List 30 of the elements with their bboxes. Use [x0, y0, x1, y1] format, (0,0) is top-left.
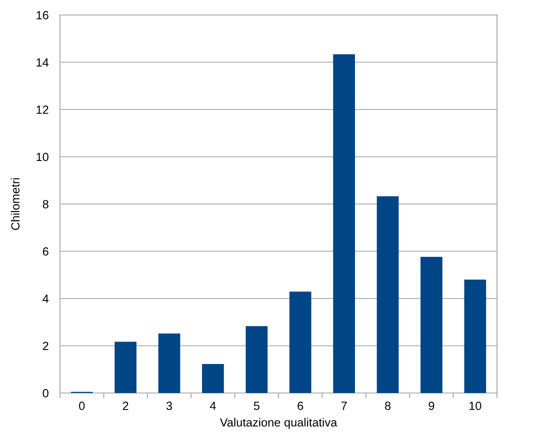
y-tick-label: 2	[42, 342, 48, 350]
bar	[289, 292, 312, 393]
x-tick-label: 6	[298, 402, 304, 410]
bar	[158, 333, 180, 393]
bar	[420, 256, 442, 393]
bar	[246, 326, 268, 393]
y-tick-label: 0	[42, 389, 48, 398]
x-tick-label: 4	[210, 402, 216, 410]
y-tick-label: 10	[36, 152, 48, 162]
bar	[202, 364, 224, 393]
x-tick-label: 7	[341, 402, 347, 410]
y-axis-title: Chilometri	[10, 178, 20, 230]
bar	[376, 196, 399, 393]
x-tick-label: 10	[469, 402, 482, 410]
y-tick-label: 16	[36, 11, 48, 20]
x-tick-label: 8	[384, 402, 391, 410]
x-tick-label: 3	[166, 402, 172, 410]
x-tick-label: 2	[122, 402, 128, 410]
y-tick-label: 12	[36, 106, 48, 114]
x-tick-label: 0	[79, 402, 85, 410]
x-axis-title: Valutazione qualitativa	[220, 418, 338, 429]
bar	[114, 342, 136, 393]
bar	[464, 280, 486, 393]
x-tick-label: 5	[254, 402, 260, 410]
y-tick-label: 4	[42, 294, 49, 303]
y-tick-label: 8	[42, 200, 48, 208]
y-tick-label: 14	[36, 58, 49, 67]
x-tick-label: 9	[428, 402, 434, 410]
y-tick-label: 6	[42, 247, 48, 256]
bar	[333, 54, 355, 393]
